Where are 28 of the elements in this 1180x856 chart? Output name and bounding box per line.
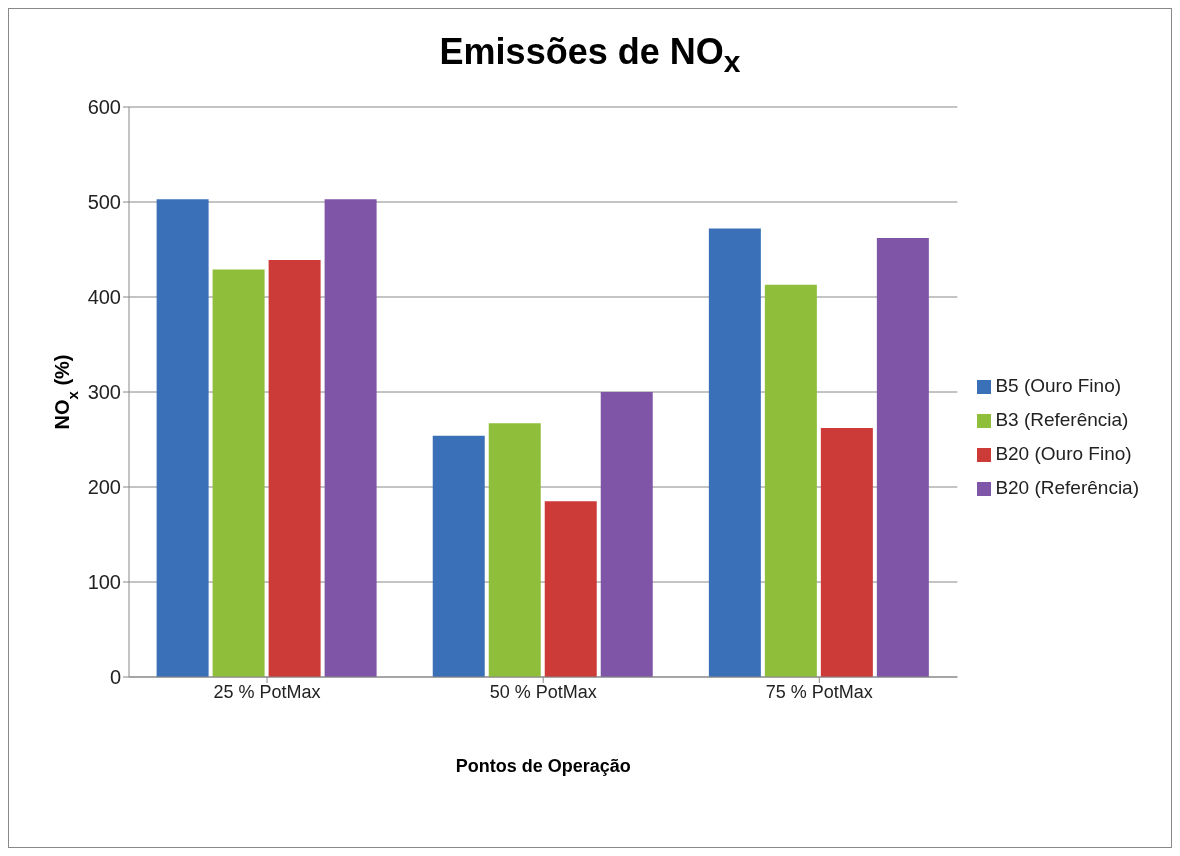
chart-title: Emissões de NO$_{x}$ (438, 31, 742, 81)
bar (212, 269, 265, 677)
y-tick-label: 600 (87, 96, 121, 119)
legend-label: B20 (Ouro Fino) (995, 443, 1132, 464)
bar (268, 259, 321, 677)
bar (432, 435, 485, 677)
legend-label: B3 (Referência) (995, 409, 1129, 430)
bar (820, 428, 873, 677)
bar (876, 238, 929, 677)
bar (488, 423, 541, 677)
bar (764, 284, 817, 677)
bar (708, 228, 761, 677)
y-tick-label: 200 (87, 476, 121, 499)
y-tick-label: 100 (87, 571, 121, 594)
x-tick-label: 50 % PotMax (489, 681, 597, 702)
bar (544, 501, 597, 677)
y-tick-label: 300 (87, 381, 121, 404)
y-tick-label: 0 (109, 666, 121, 689)
y-tick-label: 400 (87, 286, 121, 309)
legend-label: B5 (Ouro Fino) (995, 375, 1122, 396)
y-tick-label: 500 (87, 191, 121, 214)
x-axis-title: Pontos de Operação (455, 756, 631, 776)
bar (156, 199, 209, 677)
x-tick-label: 25 % PotMax (213, 681, 321, 702)
x-tick-label: 75 % PotMax (765, 681, 873, 702)
bar (600, 392, 653, 677)
bar (324, 199, 377, 677)
legend-label: B20 (Referência) (995, 477, 1139, 498)
